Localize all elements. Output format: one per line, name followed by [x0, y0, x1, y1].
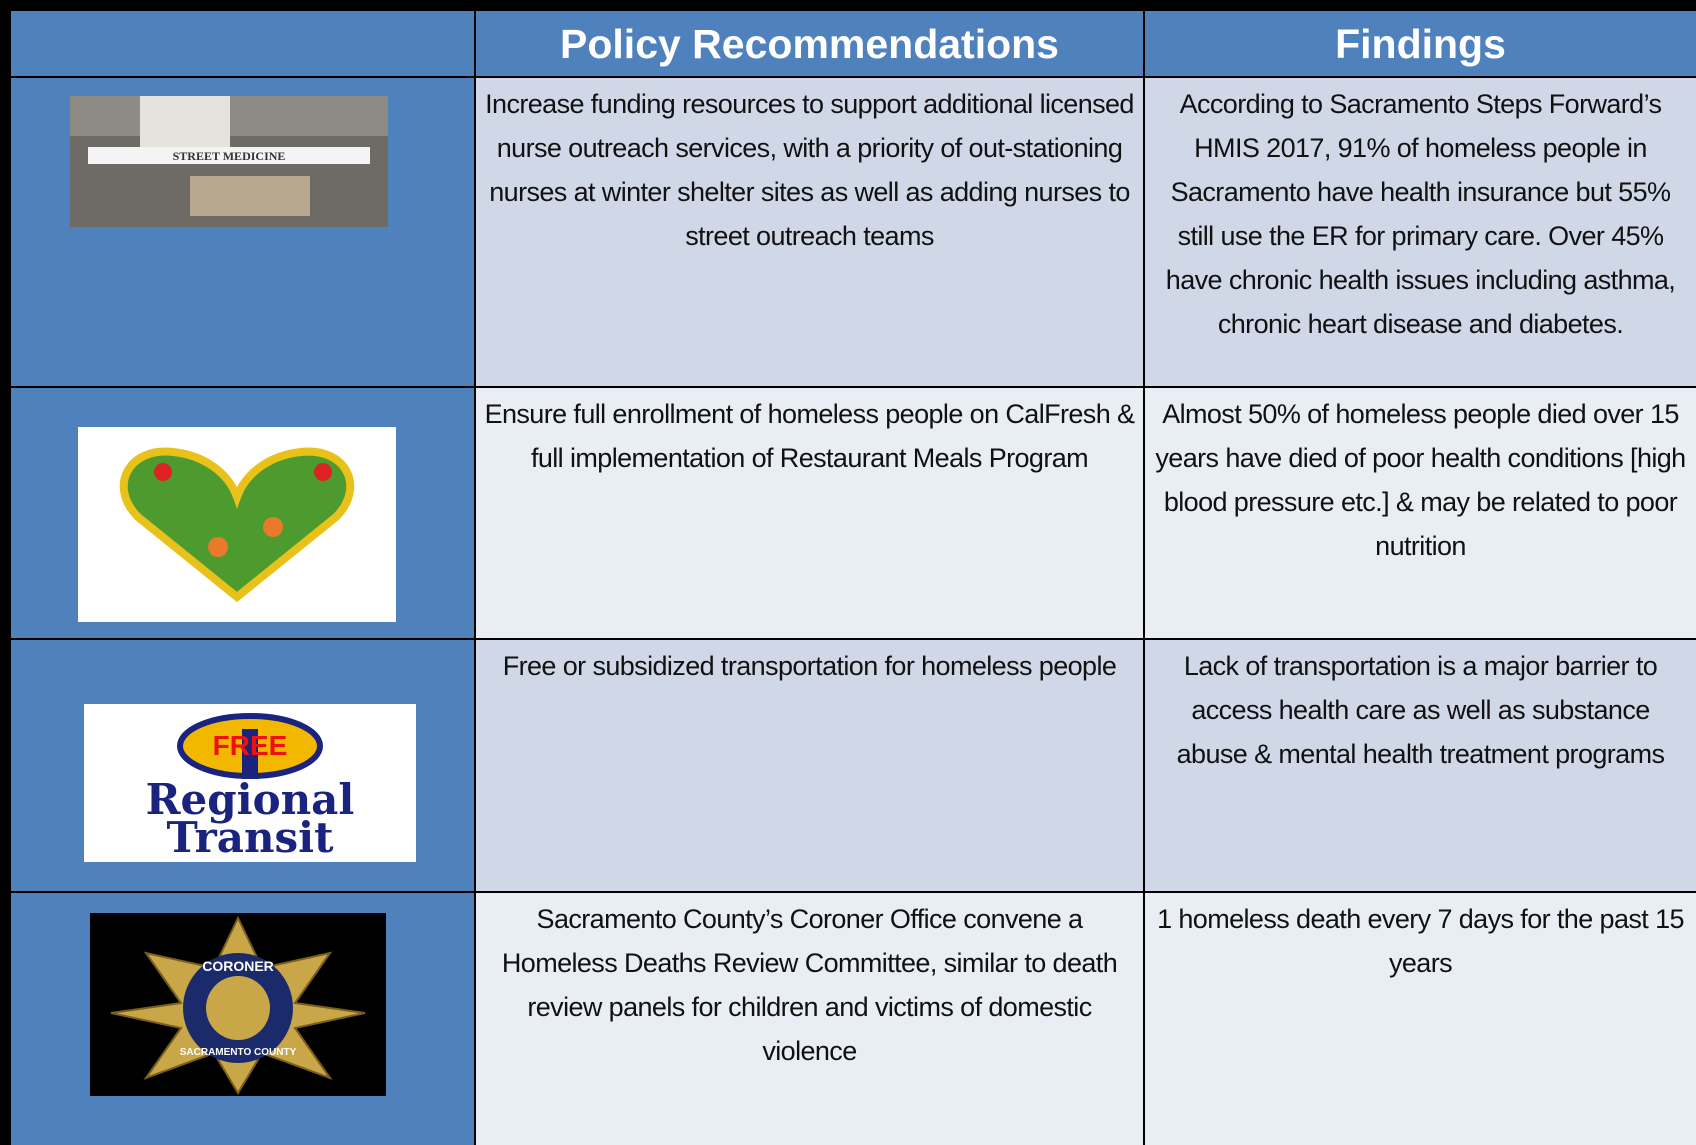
coroner-badge: CORONER SACRAMENTO COUNTY	[90, 913, 386, 1096]
finding: Lack of transportation is a major barrie…	[1145, 640, 1696, 891]
image-cell	[11, 388, 474, 638]
image-text: SACRAMENTO COUNTY	[180, 1047, 297, 1058]
finding: According to Sacramento Steps Forward’s …	[1145, 78, 1696, 386]
image-cell: STREET MEDICINE	[11, 78, 474, 386]
street-medicine-image: STREET MEDICINE	[70, 96, 388, 227]
regional-transit-logo: FREE Regional Transit	[84, 704, 416, 862]
header-cell: Findings	[1145, 11, 1696, 76]
image-text: CORONER	[202, 958, 274, 974]
header-cell: Policy Recommendations	[476, 11, 1143, 76]
image-cell: FREE Regional Transit	[11, 640, 474, 891]
image-text: FREE	[213, 730, 288, 761]
recommendation: Ensure full enrollment of homeless peopl…	[476, 388, 1143, 638]
image-text: Regional	[146, 775, 355, 824]
recommendation: Free or subsidized transportation for ho…	[476, 640, 1143, 891]
image-text: STREET MEDICINE	[173, 149, 286, 163]
header-blank	[11, 11, 474, 76]
finding: 1 homeless death every 7 days for the pa…	[1145, 893, 1696, 1145]
recommendation: Sacramento County’s Coroner Office conve…	[476, 893, 1143, 1145]
finding: Almost 50% of homeless people died over …	[1145, 388, 1696, 638]
recommendation: Increase funding resources to support ad…	[476, 78, 1143, 386]
image-text: Transit	[166, 813, 334, 862]
heart-image	[78, 427, 396, 622]
image-cell: CORONER SACRAMENTO COUNTY	[11, 893, 474, 1145]
